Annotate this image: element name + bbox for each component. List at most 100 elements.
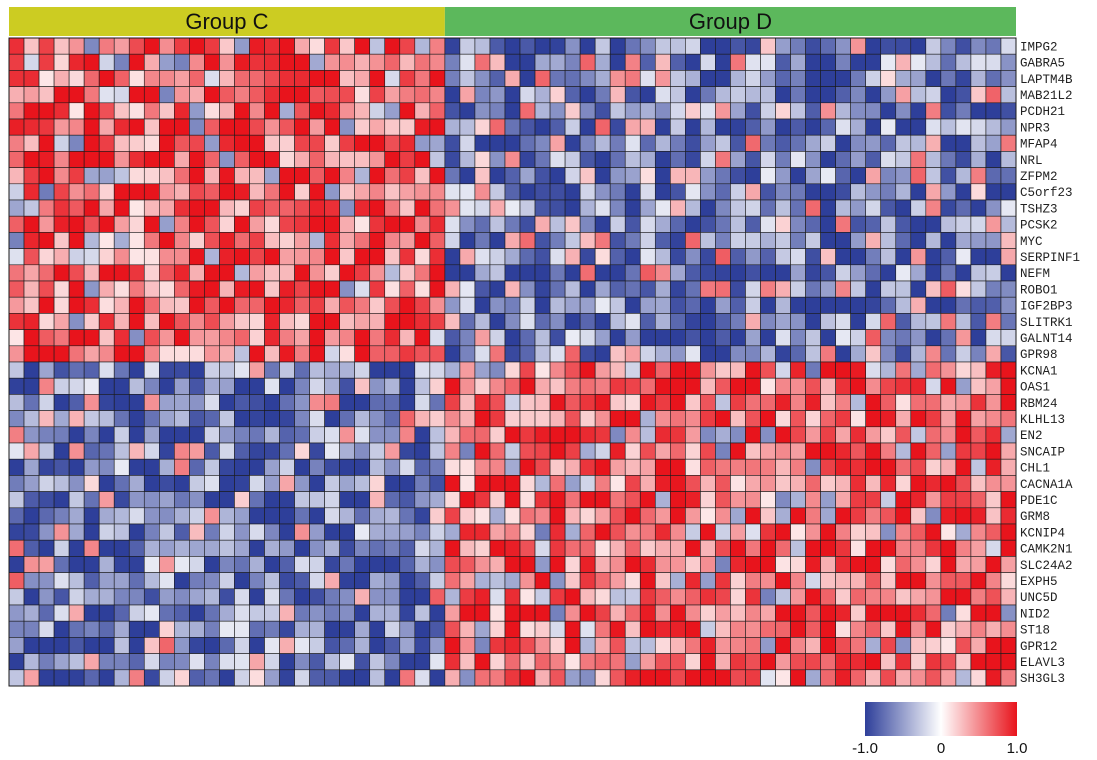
heatmap-cell [189, 539, 205, 557]
heatmap-cell [474, 53, 491, 71]
heatmap-cell [835, 620, 851, 638]
heatmap-cell [294, 296, 310, 314]
heatmap-cell [850, 588, 866, 606]
heatmap-cell [234, 232, 250, 249]
heatmap-cell [835, 539, 851, 557]
heatmap-cell [249, 637, 265, 654]
heatmap-cell [68, 134, 85, 152]
heatmap-cell [219, 70, 235, 87]
heatmap-cell [459, 86, 476, 104]
heatmap-cell [204, 620, 220, 638]
heatmap-cell [775, 507, 791, 525]
heatmap-cell [339, 329, 355, 347]
heatmap-cell [880, 669, 897, 687]
heatmap-cell [534, 183, 551, 201]
heatmap-cell [805, 232, 821, 249]
heatmap-cell [700, 377, 716, 395]
gene-label: NPR3 [1020, 121, 1050, 135]
heatmap-cell [384, 507, 401, 525]
heatmap-cell [8, 70, 25, 87]
heatmap-cell [204, 329, 220, 347]
heatmap-cell [23, 394, 40, 411]
heatmap-cell [790, 620, 806, 638]
heatmap-cell [113, 426, 130, 444]
heatmap-cell [549, 232, 566, 249]
heatmap-cell [760, 70, 776, 87]
heatmap-cell [459, 70, 476, 87]
heatmap-cell [279, 345, 295, 363]
heatmap-cell [730, 361, 746, 379]
heatmap-cell [174, 118, 190, 136]
heatmap-cell [760, 410, 776, 428]
heatmap-cell [264, 53, 280, 71]
heatmap-cell [910, 232, 927, 249]
heatmap-cell [113, 604, 130, 622]
heatmap-cell [609, 280, 626, 298]
heatmap-cell [790, 167, 806, 185]
heatmap-cell [865, 167, 882, 185]
heatmap-cell [354, 637, 371, 654]
heatmap-cell [594, 70, 611, 87]
heatmap-cell [850, 313, 866, 330]
heatmap-cell [790, 215, 806, 233]
heatmap-cell [609, 653, 626, 671]
heatmap-cell [98, 426, 115, 444]
heatmap-cell [474, 215, 491, 233]
heatmap-cell [264, 167, 280, 185]
heatmap-cell [219, 442, 235, 460]
heatmap-cell [143, 296, 160, 314]
heatmap-cell [730, 588, 746, 606]
heatmap-cell [579, 556, 596, 573]
heatmap-cell [594, 442, 611, 460]
heatmap-cell [279, 280, 295, 298]
heatmap-cell [579, 507, 596, 525]
heatmap-cell [384, 523, 401, 541]
heatmap-cell [294, 377, 310, 395]
heatmap-cell [504, 37, 521, 55]
heatmap-cell [429, 491, 446, 509]
heatmap-cell [474, 151, 491, 168]
heatmap-cell [429, 556, 446, 573]
heatmap-cell [700, 134, 716, 152]
heatmap-cell [219, 426, 235, 444]
heatmap-cell [264, 215, 280, 233]
heatmap-cell [1000, 329, 1017, 347]
heatmap-cell [143, 118, 160, 136]
heatmap-cell [354, 620, 371, 638]
heatmap-cell [38, 588, 55, 606]
heatmap-cell [143, 426, 160, 444]
heatmap-cell [549, 167, 566, 185]
heatmap-cell [369, 232, 386, 249]
heatmap-cell [775, 199, 791, 217]
heatmap-cell [955, 361, 972, 379]
heatmap-cell [805, 410, 821, 428]
heatmap-cell [369, 637, 386, 654]
heatmap-cell [38, 377, 55, 395]
heatmap-cell [339, 53, 355, 71]
heatmap-cell [369, 410, 386, 428]
heatmap-cell [609, 151, 626, 168]
heatmap-cell [504, 669, 521, 687]
heatmap-cell [339, 248, 355, 266]
heatmap-cell [279, 442, 295, 460]
heatmap-cell [128, 523, 145, 541]
heatmap-cell [639, 53, 656, 71]
heatmap-cell [534, 523, 551, 541]
heatmap-cell [895, 118, 912, 136]
heatmap-cell [113, 491, 130, 509]
heatmap-cell [910, 313, 927, 330]
heatmap-cell [564, 620, 581, 638]
heatmap-cell [1000, 637, 1017, 654]
heatmap-cell [639, 248, 656, 266]
heatmap-cell [8, 458, 25, 476]
heatmap-cell [489, 620, 506, 638]
heatmap-cell [609, 37, 626, 55]
heatmap-cell [805, 539, 821, 557]
heatmap-cell [249, 296, 265, 314]
heatmap-cell [309, 669, 325, 687]
heatmap-cell [654, 70, 671, 87]
heatmap-cell [955, 118, 972, 136]
heatmap-cell [564, 53, 581, 71]
heatmap-cell [624, 620, 641, 638]
heatmap-cell [564, 394, 581, 411]
